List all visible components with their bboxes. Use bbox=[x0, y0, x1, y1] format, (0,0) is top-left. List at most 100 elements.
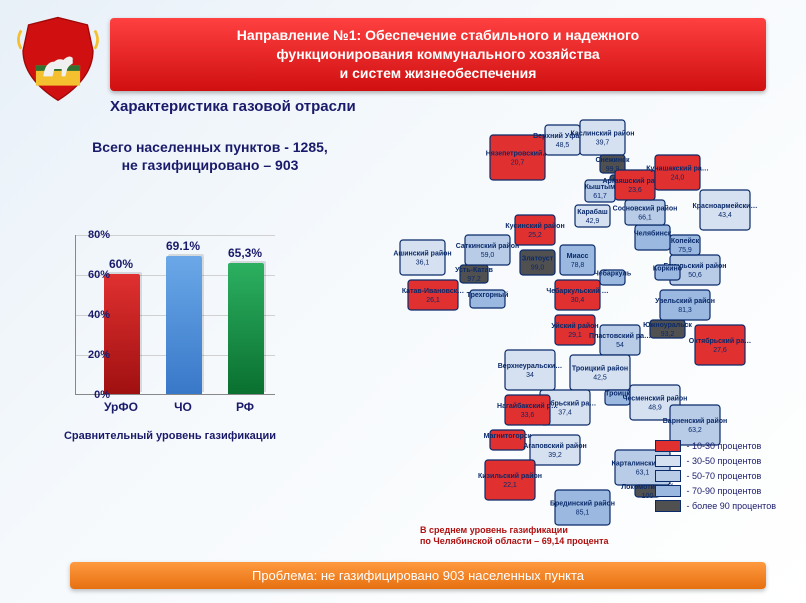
map-region-value: 59,0 bbox=[481, 252, 495, 259]
legend-swatch bbox=[655, 455, 681, 467]
map-region-value: 50,6 bbox=[688, 272, 702, 279]
map-region-value: 36,1 bbox=[416, 260, 430, 267]
legend-item: - более 90 процентов bbox=[655, 500, 776, 512]
map-region-label: Каслинский район bbox=[570, 130, 634, 138]
map-region bbox=[545, 125, 580, 155]
map-region-label: Кыштым bbox=[585, 184, 616, 191]
ytick: 40% bbox=[70, 309, 110, 321]
map-region-value: 27,6 bbox=[713, 347, 727, 354]
map-region bbox=[485, 460, 535, 500]
map-region-label: Миасс bbox=[567, 253, 589, 260]
legend-item: - 30-50 процентов bbox=[655, 455, 776, 467]
map-region bbox=[660, 290, 710, 320]
map-region-label: Нязепетровский… bbox=[486, 150, 550, 158]
map-region bbox=[655, 155, 700, 190]
map-region-label: Троицкий район bbox=[572, 365, 628, 373]
map-region-value: 23,6 bbox=[628, 187, 642, 194]
legend-label: - 70-90 процентов bbox=[687, 486, 762, 496]
map-region bbox=[570, 355, 630, 390]
legend-item: - 50-70 процентов bbox=[655, 470, 776, 482]
xtick: УрФО bbox=[96, 400, 146, 414]
legend-label: - 50-70 процентов bbox=[687, 471, 762, 481]
map-region bbox=[408, 280, 458, 310]
map-region bbox=[580, 120, 625, 155]
map-region-label: Пластовский ра… bbox=[589, 332, 651, 340]
map-region-label: Коркино bbox=[653, 266, 682, 273]
map-region-label: Уйский район bbox=[551, 322, 598, 330]
region-crest bbox=[12, 12, 104, 104]
map-region-label: Чебаркульский … bbox=[546, 287, 608, 295]
map-region-value: 26,1 bbox=[426, 297, 440, 304]
map-region bbox=[560, 245, 595, 275]
map-region-value: 78,8 bbox=[571, 262, 585, 269]
map-region-label: Копейск bbox=[671, 237, 700, 245]
map-region-value: 63,1 bbox=[636, 470, 650, 477]
map-region-label: Карабаш bbox=[577, 208, 608, 216]
map-region-label: Челябинск bbox=[634, 230, 672, 238]
map-region-value: 93,2 bbox=[661, 331, 675, 338]
map-region-label: Златоуст bbox=[522, 256, 554, 263]
section-subtitle: Характеристика газовой отрасли bbox=[110, 98, 356, 115]
map-region bbox=[615, 170, 655, 200]
legend-swatch bbox=[655, 485, 681, 497]
header-line2: функционирования коммунального хозяйства bbox=[130, 45, 746, 64]
map-region-value: 48,5 bbox=[556, 142, 570, 149]
map-region bbox=[490, 135, 545, 180]
map-region-value: 75,9 bbox=[678, 247, 692, 254]
map-region-value: 29,1 bbox=[568, 332, 582, 339]
map-region bbox=[555, 280, 600, 310]
map-region-label: Катав-Ивановск… bbox=[402, 288, 464, 295]
map-region-value: 54 bbox=[616, 342, 624, 349]
map-region-value: 85,1 bbox=[576, 510, 590, 517]
map-region-value: 33,6 bbox=[521, 412, 535, 419]
header-line3: и систем жизнеобеспечения bbox=[130, 64, 746, 83]
map-region-label: Саткинский район bbox=[456, 242, 519, 250]
map-region-label: Трехгорный bbox=[467, 291, 509, 299]
map-region-value: 66,1 bbox=[638, 215, 652, 222]
map-region bbox=[555, 315, 595, 345]
map-region-value: 97,2 bbox=[467, 276, 481, 283]
map-region-value: 34 bbox=[526, 372, 534, 379]
legend-label: - 30-50 процентов bbox=[687, 456, 762, 466]
map-region-label: Чесменский район bbox=[623, 395, 688, 403]
map-region-value: 39,7 bbox=[596, 140, 610, 147]
map-region-label: Нагайбакский р… bbox=[497, 402, 558, 410]
map-region bbox=[505, 350, 555, 390]
footer-banner: Проблема: не газифицировано 903 населенн… bbox=[70, 562, 766, 589]
map-footnote-line1: В среднем уровень газификации bbox=[420, 525, 609, 536]
xtick: РФ bbox=[220, 400, 270, 414]
map-region-value: 25,2 bbox=[528, 232, 542, 239]
map-region bbox=[400, 240, 445, 275]
bar-value-label: 60% bbox=[96, 257, 146, 271]
bar-УрФО bbox=[104, 274, 140, 394]
map-region-value: 24,0 bbox=[671, 175, 685, 182]
map-region bbox=[465, 235, 510, 265]
gasification-bar-chart: 0%20%40%60%80% УрФОЧОРФ 60%69.1%65,3% Ср… bbox=[25, 205, 315, 445]
map-region-label: Кизильский район bbox=[478, 472, 542, 480]
ytick: 20% bbox=[70, 349, 110, 361]
map-region-label: Брединский район bbox=[550, 500, 615, 508]
map-region-label: Красноармейски… bbox=[693, 202, 758, 210]
chart-caption: Сравнительный уровень газификации bbox=[25, 430, 315, 442]
map-region-label: Южноуральск bbox=[643, 322, 692, 329]
legend-label: - 10-30 процентов bbox=[687, 441, 762, 451]
map-region-label: Сосновский район bbox=[613, 205, 678, 213]
map-region-label: Кусинский район bbox=[505, 222, 564, 230]
bar-ЧО bbox=[166, 256, 202, 394]
map-region-value: 39,2 bbox=[548, 452, 562, 459]
map-region-label: Магнитогорск bbox=[484, 433, 532, 440]
bar-value-label: 69.1% bbox=[158, 239, 208, 253]
map-footnote: В среднем уровень газификации по Челябин… bbox=[420, 525, 609, 547]
map-region bbox=[600, 325, 640, 355]
map-region-label: Кунашакский ра… bbox=[646, 165, 709, 173]
map-region-label: Октябрьский ра… bbox=[689, 337, 751, 345]
legend-item: - 10-30 процентов bbox=[655, 440, 776, 452]
map-region-label: Агаповский район bbox=[523, 442, 586, 450]
map-region-label: Ашинский район bbox=[393, 250, 451, 258]
map-region-value: 61,7 bbox=[593, 193, 607, 200]
stat-summary: Всего населенных пунктов - 1285, не гази… bbox=[50, 138, 370, 174]
map-region-value: 20,7 bbox=[511, 160, 525, 167]
legend-swatch bbox=[655, 500, 681, 512]
map-region-value: 81,3 bbox=[678, 307, 692, 314]
map-region-value: 42,9 bbox=[586, 218, 600, 225]
